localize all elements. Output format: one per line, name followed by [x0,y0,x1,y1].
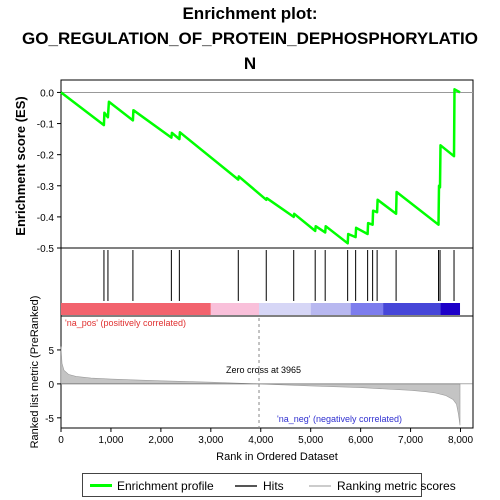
legend-swatch-enrichment [90,484,112,487]
rank-xtick-label: 4,000 [248,435,273,446]
es-ytick-label: -0.2 [37,151,55,162]
legend-swatch-metric [309,485,331,487]
es-ytick-label: -0.3 [37,182,55,193]
legend-label-metric: Ranking metric scores [337,479,456,493]
legend-swatch-hits [235,485,257,487]
rank-xtick-label: 1,000 [98,435,123,446]
rank-xtick-label: 7,000 [398,435,423,446]
enrichment-profile-line [60,88,461,245]
ranking-metric-area [60,346,461,426]
es-ytick-label: -0.4 [37,213,55,224]
legend: Enrichment profile Hits Ranking metric s… [82,473,456,497]
legend-label-hits: Hits [263,479,284,493]
rank-xtick-label: 8,000 [448,435,473,446]
enrichment-chart: 0.0 -0.1 -0.2 -0.3 -0.4 -0.5 5 0 -5 0 1,000 2,000… [13,79,474,463]
color-bar-segment [350,303,384,315]
color-bar-segment [383,303,441,315]
rank-xtick-label: 6,000 [348,435,373,446]
chart-title-line-2: GO_REGULATION_OF_PROTEIN_DEPHOSPHORYLATI… [22,29,478,48]
rank-axis-label: Rank in Ordered Dataset [216,451,338,463]
rank-xtick-label: 0 [58,435,64,446]
neg-correlation-label: 'na_neg' (negatively correlated) [277,414,402,424]
metric-ytick-label: 5 [48,346,54,357]
legend-label-enrichment: Enrichment profile [117,479,214,493]
es-ytick-label: -0.1 [37,120,55,131]
rank-xtick-label: 2,000 [148,435,173,446]
es-panel [60,79,474,249]
color-bar-segment [61,303,211,315]
chart-title-line-3: N [243,54,257,73]
color-bar-segment [259,303,311,315]
metric-ytick-label: 0 [48,380,54,391]
metric-ytick-label: -5 [45,414,54,425]
zero-cross-label: Zero cross at 3965 [226,365,301,375]
chart-title-line-1: Enrichment plot: [182,4,318,23]
pos-correlation-label: 'na_pos' (positively correlated) [65,318,186,328]
rank-xtick-label: 3,000 [198,435,223,446]
color-bar-segment [310,303,351,315]
rank-xtick-label: 5,000 [298,435,323,446]
color-bar-segment [440,303,461,315]
es-ytick-label: 0.0 [40,88,54,99]
color-bar-segment [210,303,260,315]
es-axis-label: Enrichment score (ES) [13,96,28,235]
es-ytick-label: -0.5 [37,244,55,255]
metric-axis-label: Ranked list metric (PreRanked) [29,296,41,449]
